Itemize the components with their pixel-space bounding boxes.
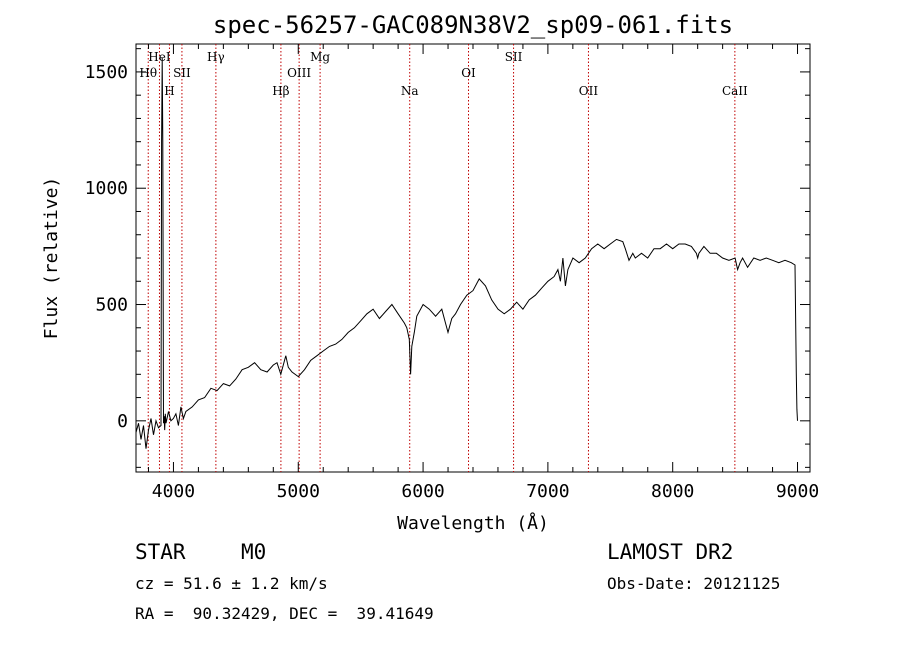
y-tick-label: 1500 — [85, 62, 128, 83]
spectral-line-markers — [147, 44, 736, 472]
x-axis-label: Wavelength (Å) — [397, 512, 549, 534]
x-tick-label: 5000 — [277, 481, 320, 502]
y-axis-label: Flux (relative) — [41, 177, 62, 340]
x-tick-label: 6000 — [401, 481, 444, 502]
spectral-line-label: Mg — [310, 50, 330, 64]
spectral-line-labels: Hθ HeI H SII Hγ Hβ OIII Mg Na OI SII OII CaII — [139, 50, 748, 98]
x-tick-label: 9000 — [776, 481, 819, 502]
y-tick-label: 500 — [95, 295, 128, 316]
spectral-line-label: OIII — [287, 66, 311, 80]
spectral-line-label: Hβ — [272, 84, 289, 98]
spectral-line-label: OI — [461, 66, 476, 80]
spectral-line-label: Hθ — [139, 66, 157, 80]
x-axis-ticks: 4000 5000 6000 7000 8000 9000 — [147, 44, 819, 502]
subclass-label: M0 — [241, 540, 267, 564]
class-label: STAR — [135, 540, 186, 564]
y-tick-label: 0 — [117, 411, 128, 432]
redshift-info: cz = 51.6 ± 1.2 km/s — [135, 574, 328, 593]
y-tick-label: 1000 — [85, 178, 128, 199]
obs-date-info: Obs-Date: 20121125 — [607, 574, 781, 593]
spectral-line-label: CaII — [722, 84, 748, 98]
y-axis-ticks: 0 500 1000 1500 — [85, 48, 810, 468]
x-tick-label: 8000 — [651, 481, 694, 502]
spectral-line-label: SII — [173, 66, 191, 80]
spectral-line-label: OII — [579, 84, 599, 98]
plot-frame — [135, 43, 811, 473]
x-tick-label: 4000 — [152, 481, 195, 502]
spectral-line-label: Hγ — [207, 50, 225, 64]
chart-title: spec-56257-GAC089N38V2_sp09-061.fits — [213, 11, 733, 39]
spectral-line-label: SII — [505, 50, 523, 64]
coordinates-info: RA = 90.32429, DEC = 39.41649 — [135, 604, 434, 623]
spectral-line-label: H — [164, 84, 174, 98]
spectral-line-label: Na — [401, 84, 419, 98]
spectrum-line — [135, 57, 798, 449]
spectral-line-label: HeI — [148, 50, 171, 64]
x-tick-label: 7000 — [526, 481, 569, 502]
survey-label: LAMOST DR2 — [607, 540, 734, 564]
